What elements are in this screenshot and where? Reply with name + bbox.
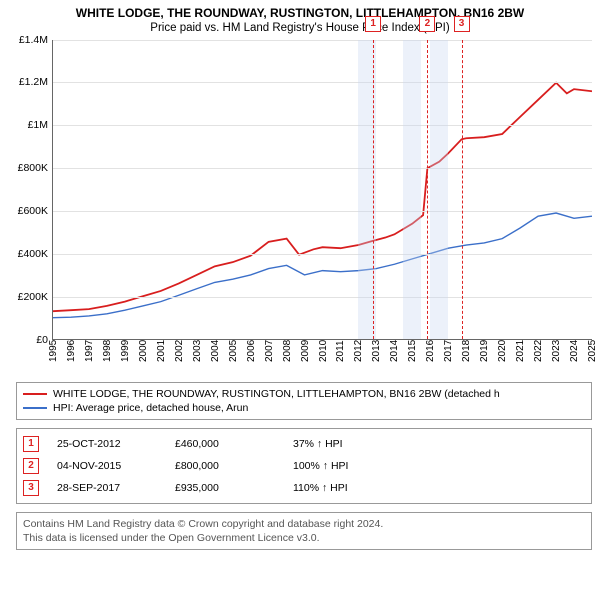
x-tick-label: 2010 xyxy=(318,339,329,361)
x-tick-label: 2001 xyxy=(156,339,167,361)
gridline xyxy=(53,297,592,298)
x-tick-label: 2020 xyxy=(497,339,508,361)
x-tick-label: 2006 xyxy=(246,339,257,361)
x-tick-label: 2003 xyxy=(192,339,203,361)
chart-container: { "title": "WHITE LODGE, THE ROUNDWAY, R… xyxy=(0,0,600,558)
legend-item: HPI: Average price, detached house, Arun xyxy=(23,401,585,415)
attribution: Contains HM Land Registry data © Crown c… xyxy=(16,512,592,550)
transaction-marker: 2 xyxy=(23,458,39,474)
legend-label: WHITE LODGE, THE ROUNDWAY, RUSTINGTON, L… xyxy=(53,388,500,400)
shaded-band xyxy=(403,40,421,339)
gridline xyxy=(53,211,592,212)
marker-line xyxy=(373,40,374,339)
transaction-price: £460,000 xyxy=(175,438,275,450)
gridline xyxy=(53,82,592,83)
x-tick-label: 1995 xyxy=(48,339,59,361)
marker-line xyxy=(462,40,463,339)
x-tick-label: 2018 xyxy=(461,339,472,361)
legend: WHITE LODGE, THE ROUNDWAY, RUSTINGTON, L… xyxy=(16,382,592,420)
y-tick-label: £400K xyxy=(18,248,48,260)
chart-title: WHITE LODGE, THE ROUNDWAY, RUSTINGTON, L… xyxy=(8,6,592,22)
legend-label: HPI: Average price, detached house, Arun xyxy=(53,402,248,414)
x-tick-label: 2011 xyxy=(335,340,346,362)
transaction-date: 28-SEP-2017 xyxy=(57,482,157,494)
transaction-price: £800,000 xyxy=(175,460,275,472)
marker-line xyxy=(427,40,428,339)
x-tick-label: 1996 xyxy=(66,339,77,361)
x-tick-label: 2012 xyxy=(353,339,364,361)
transaction-marker: 1 xyxy=(23,436,39,452)
transaction-delta: 110% ↑ HPI xyxy=(293,482,393,494)
x-tick-label: 2019 xyxy=(479,339,490,361)
x-tick-label: 2022 xyxy=(533,339,544,361)
x-tick-label: 2025 xyxy=(587,339,598,361)
chart-plot-row: £0£200K£400K£600K£800K£1M£1.2M£1.4M 123 xyxy=(8,40,592,340)
x-tick-label: 2017 xyxy=(443,339,454,361)
x-tick-label: 2016 xyxy=(425,339,436,361)
x-tick-label: 2007 xyxy=(264,339,275,361)
gridline xyxy=(53,125,592,126)
transaction-delta: 37% ↑ HPI xyxy=(293,438,393,450)
x-axis: 1995199619971998199920002001200220032004… xyxy=(52,340,591,374)
legend-swatch xyxy=(23,393,47,395)
marker-box: 2 xyxy=(419,16,435,32)
transaction-price: £935,000 xyxy=(175,482,275,494)
y-tick-label: £200K xyxy=(18,291,48,303)
plot-area: 123 xyxy=(52,40,592,340)
x-tick-label: 2014 xyxy=(389,339,400,361)
transaction-row: 1 25-OCT-2012 £460,000 37% ↑ HPI xyxy=(23,433,585,455)
marker-box: 1 xyxy=(365,16,381,32)
x-tick-label: 2023 xyxy=(551,339,562,361)
gridline xyxy=(53,168,592,169)
x-tick-label: 2021 xyxy=(515,339,526,361)
x-tick-label: 1998 xyxy=(102,339,113,361)
series-svg xyxy=(53,40,592,339)
series-property xyxy=(53,82,592,310)
x-tick-label: 2013 xyxy=(371,339,382,361)
transaction-date: 04-NOV-2015 xyxy=(57,460,157,472)
x-tick-label: 2008 xyxy=(282,339,293,361)
x-tick-label: 1999 xyxy=(120,339,131,361)
x-tick-label: 1997 xyxy=(84,339,95,361)
x-tick-label: 2004 xyxy=(210,339,221,361)
gridline xyxy=(53,254,592,255)
y-tick-label: £1.2M xyxy=(19,76,48,88)
series-hpi xyxy=(53,213,592,318)
attribution-line: Contains HM Land Registry data © Crown c… xyxy=(23,517,585,531)
x-tick-label: 2000 xyxy=(138,339,149,361)
gridline xyxy=(53,40,592,41)
y-axis: £0£200K£400K£600K£800K£1M£1.2M£1.4M xyxy=(8,40,52,340)
y-tick-label: £800K xyxy=(18,162,48,174)
transaction-delta: 100% ↑ HPI xyxy=(293,460,393,472)
transaction-date: 25-OCT-2012 xyxy=(57,438,157,450)
y-tick-label: £1.4M xyxy=(19,34,48,46)
x-tick-label: 2024 xyxy=(569,339,580,361)
y-tick-label: £0 xyxy=(36,334,48,346)
y-tick-label: £600K xyxy=(18,205,48,217)
transaction-row: 2 04-NOV-2015 £800,000 100% ↑ HPI xyxy=(23,455,585,477)
x-tick-label: 2015 xyxy=(407,339,418,361)
y-tick-label: £1M xyxy=(28,119,48,131)
attribution-line: This data is licensed under the Open Gov… xyxy=(23,531,585,545)
x-tick-label: 2005 xyxy=(228,339,239,361)
legend-item: WHITE LODGE, THE ROUNDWAY, RUSTINGTON, L… xyxy=(23,387,585,401)
chart-subtitle: Price paid vs. HM Land Registry's House … xyxy=(8,22,592,34)
shaded-band xyxy=(430,40,448,339)
x-tick-label: 2009 xyxy=(300,339,311,361)
transaction-row: 3 28-SEP-2017 £935,000 110% ↑ HPI xyxy=(23,477,585,499)
transactions-table: 1 25-OCT-2012 £460,000 37% ↑ HPI 2 04-NOV-201… xyxy=(16,428,592,504)
x-tick-label: 2002 xyxy=(174,339,185,361)
legend-swatch xyxy=(23,407,47,409)
transaction-marker: 3 xyxy=(23,480,39,496)
marker-box: 3 xyxy=(454,16,470,32)
